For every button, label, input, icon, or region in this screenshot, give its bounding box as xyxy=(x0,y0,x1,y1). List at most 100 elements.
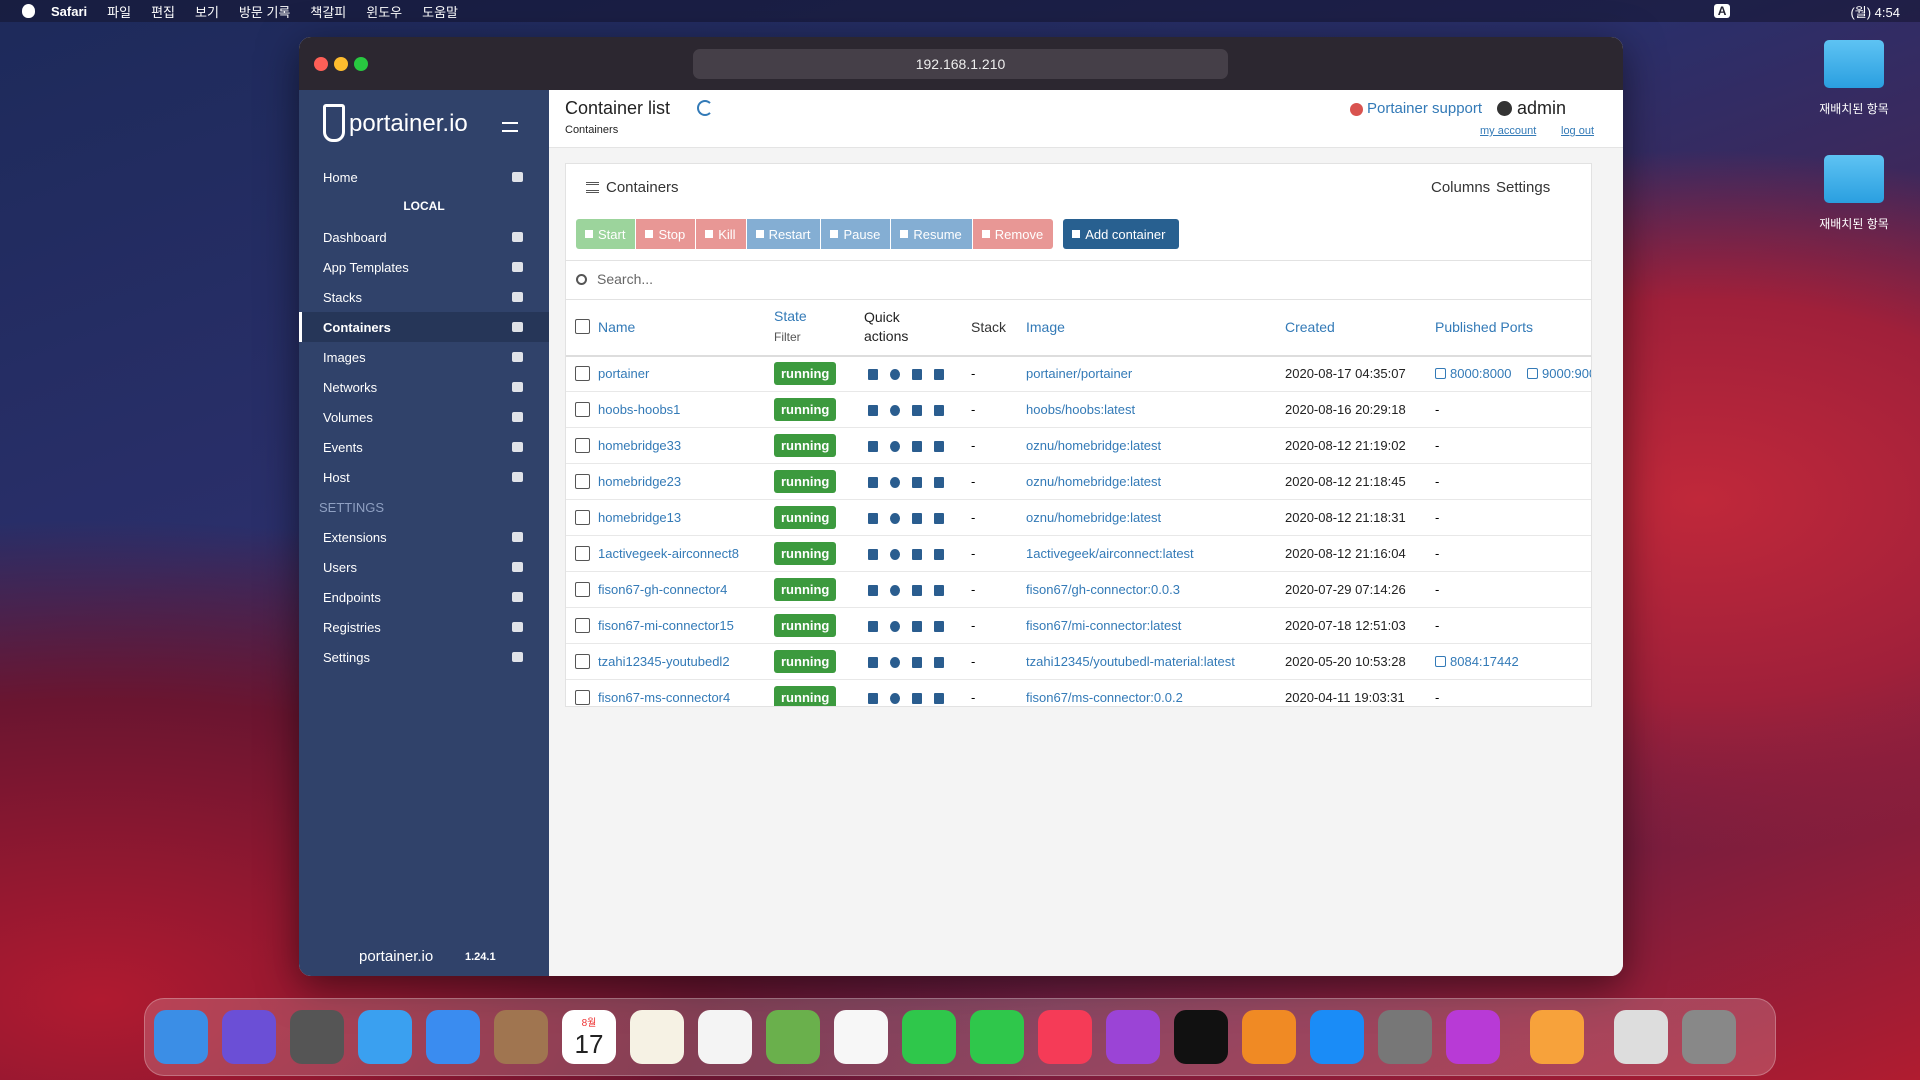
close-button[interactable] xyxy=(314,57,328,71)
action-button[interactable]: Pause xyxy=(821,219,891,249)
dock-app[interactable] xyxy=(1310,1010,1364,1064)
column-header[interactable]: Name xyxy=(598,319,636,335)
dock-app[interactable] xyxy=(1446,1010,1500,1064)
quick-action[interactable] xyxy=(912,513,922,524)
quick-action[interactable] xyxy=(934,657,944,668)
nav-item[interactable]: Dashboard xyxy=(299,222,549,252)
menu[interactable]: 편집 xyxy=(151,4,175,20)
nav-item[interactable]: Volumes xyxy=(299,402,549,432)
quick-action[interactable] xyxy=(934,441,944,452)
action-button[interactable]: Remove xyxy=(972,219,1054,249)
zoom-button[interactable] xyxy=(354,57,368,71)
quick-action[interactable] xyxy=(934,549,944,560)
dock-app[interactable] xyxy=(290,1010,344,1064)
quick-action[interactable] xyxy=(934,405,944,416)
input-source[interactable]: A xyxy=(1713,4,1731,18)
column-header[interactable]: Created xyxy=(1285,319,1335,335)
search-input[interactable]: Search... xyxy=(597,271,654,287)
quick-action[interactable] xyxy=(912,657,922,668)
header-checkbox[interactable] xyxy=(575,319,590,334)
nav-item[interactable]: Endpoints xyxy=(299,582,549,612)
dock-app[interactable] xyxy=(698,1010,752,1064)
container-name[interactable]: 1activegeek-airconnect8 xyxy=(598,546,739,561)
log-out[interactable]: log out xyxy=(1561,125,1595,137)
folder-label[interactable]: 재배치된 항목 xyxy=(1819,217,1889,231)
dock-app[interactable] xyxy=(1106,1010,1160,1064)
action-button[interactable]: Restart xyxy=(746,219,821,249)
quick-action[interactable] xyxy=(912,549,922,560)
menu[interactable]: 책갈피 xyxy=(310,4,347,20)
image-link[interactable]: tzahi12345/youtubedl-material:latest xyxy=(1026,654,1235,669)
quick-action[interactable] xyxy=(934,513,944,524)
row-checkbox[interactable] xyxy=(575,654,590,669)
action-button[interactable]: Start xyxy=(576,219,636,249)
column-header[interactable]: State xyxy=(774,308,807,324)
quick-action[interactable] xyxy=(934,477,944,488)
nav-item[interactable]: Networks xyxy=(299,372,549,402)
dock-app[interactable] xyxy=(970,1010,1024,1064)
quick-action[interactable] xyxy=(868,549,878,560)
dock-app[interactable] xyxy=(1242,1010,1296,1064)
folder-icon[interactable] xyxy=(1824,155,1884,203)
container-name[interactable]: homebridge33 xyxy=(598,438,682,453)
dock-app[interactable]: 8월 17 xyxy=(562,1010,616,1064)
add-container-button[interactable]: Add container xyxy=(1063,219,1180,249)
menu[interactable]: 윈도우 xyxy=(366,4,403,20)
quick-action[interactable] xyxy=(868,585,878,596)
quick-action[interactable] xyxy=(912,477,922,488)
image-link[interactable]: fison67/ms-connector:0.0.2 xyxy=(1026,690,1183,705)
container-name[interactable]: hoobs-hoobs1 xyxy=(598,402,681,417)
dock-app[interactable] xyxy=(1530,1010,1584,1064)
quick-action[interactable] xyxy=(868,369,878,380)
image-link[interactable]: hoobs/hoobs:latest xyxy=(1026,402,1136,417)
quick-action[interactable] xyxy=(890,657,900,668)
quick-action[interactable] xyxy=(890,477,900,488)
container-name[interactable]: tzahi12345-youtubedl2 xyxy=(598,654,730,669)
nav-item[interactable]: Settings xyxy=(299,642,549,672)
folder-label[interactable]: 재배치된 항목 xyxy=(1819,102,1889,116)
container-name[interactable]: fison67-gh-connector4 xyxy=(598,582,728,597)
dock-app[interactable] xyxy=(154,1010,208,1064)
published-port[interactable]: 8000:8000 xyxy=(1450,366,1512,381)
quick-action[interactable] xyxy=(868,441,878,452)
quick-action[interactable] xyxy=(890,513,900,524)
menu[interactable]: 보기 xyxy=(194,4,219,20)
column-header[interactable]: Published Ports xyxy=(1435,319,1534,335)
address-bar[interactable]: 192.168.1.210 xyxy=(693,49,1228,79)
quick-action[interactable] xyxy=(912,585,922,596)
image-link[interactable]: oznu/homebridge:latest xyxy=(1026,510,1162,525)
clock[interactable]: (월) 4:54 xyxy=(1850,4,1900,20)
dock-app[interactable] xyxy=(1378,1010,1432,1064)
dock-app[interactable] xyxy=(902,1010,956,1064)
row-checkbox[interactable] xyxy=(575,474,590,489)
image-link[interactable]: portainer/portainer xyxy=(1026,366,1133,381)
quick-action[interactable] xyxy=(868,477,878,488)
container-name[interactable]: fison67-mi-connector15 xyxy=(598,618,734,633)
nav-item[interactable]: Extensions xyxy=(299,522,549,552)
app-menu[interactable]: Safari xyxy=(51,3,88,19)
quick-action[interactable] xyxy=(934,585,944,596)
quick-action[interactable] xyxy=(934,621,944,632)
minimize-button[interactable] xyxy=(334,57,348,71)
nav-item[interactable]: Host xyxy=(299,462,549,492)
row-checkbox[interactable] xyxy=(575,402,590,417)
row-checkbox[interactable] xyxy=(575,438,590,453)
row-checkbox[interactable] xyxy=(575,582,590,597)
nav-item[interactable]: Events xyxy=(299,432,549,462)
quick-action[interactable] xyxy=(868,405,878,416)
quick-action[interactable] xyxy=(934,369,944,380)
action-button[interactable]: Stop xyxy=(636,219,696,249)
dock-app[interactable] xyxy=(1682,1010,1736,1064)
dock-app[interactable] xyxy=(1174,1010,1228,1064)
row-checkbox[interactable] xyxy=(575,366,590,381)
menu[interactable]: 방문 기록 xyxy=(238,4,291,20)
nav-item[interactable]: Stacks xyxy=(299,282,549,312)
published-port[interactable]: 8084:17442 xyxy=(1450,654,1519,669)
support-link[interactable]: Portainer support xyxy=(1367,100,1483,117)
quick-action[interactable] xyxy=(912,621,922,632)
action-button[interactable]: Resume xyxy=(891,219,972,249)
quick-action[interactable] xyxy=(868,513,878,524)
folder-icon[interactable] xyxy=(1824,40,1884,88)
quick-action[interactable] xyxy=(890,405,900,416)
toggle-sidebar[interactable] xyxy=(502,122,518,132)
